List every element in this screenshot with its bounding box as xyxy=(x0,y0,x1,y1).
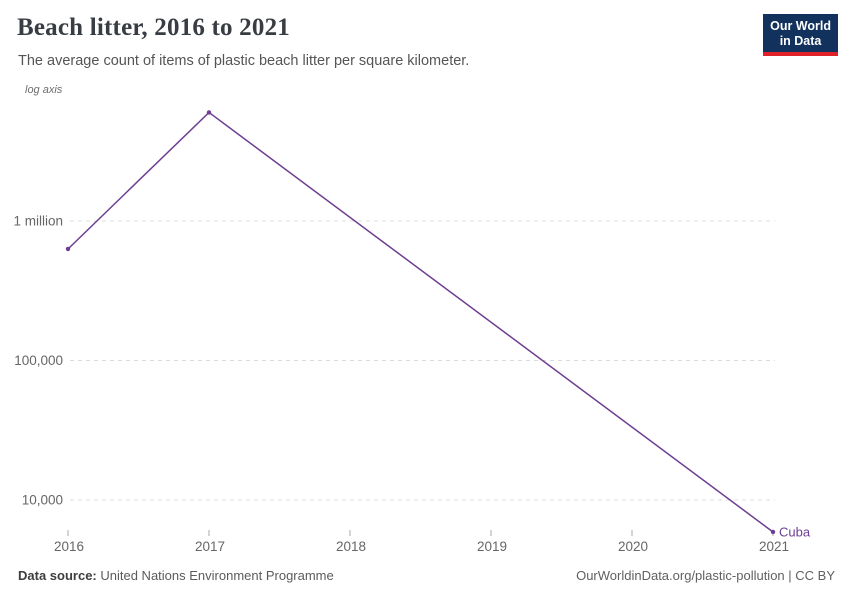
series-line[interactable] xyxy=(67,111,774,533)
owid-logo-line2: in Data xyxy=(779,34,822,48)
data-point[interactable] xyxy=(770,529,776,535)
x-tick-label: 2019 xyxy=(477,539,507,554)
x-tick-label: 2017 xyxy=(195,539,225,554)
data-source-label: Data source: xyxy=(18,568,97,583)
data-point[interactable] xyxy=(65,246,71,252)
series-label[interactable]: Cuba xyxy=(779,524,811,539)
x-tick-label: 2016 xyxy=(54,539,84,554)
x-tick-label: 2020 xyxy=(618,539,648,554)
data-point[interactable] xyxy=(206,110,212,115)
x-tick-label: 2021 xyxy=(759,539,789,554)
log-axis-note: log axis xyxy=(25,84,63,96)
data-source: Data source: United Nations Environment … xyxy=(18,568,334,583)
y-tick-label: 10,000 xyxy=(22,493,63,508)
chart-footer: Data source: United Nations Environment … xyxy=(18,568,835,583)
owid-logo-line1: Our World xyxy=(770,19,831,33)
data-source-value: United Nations Environment Programme xyxy=(96,568,334,583)
credit-link[interactable]: OurWorldinData.org/plastic-pollution | C… xyxy=(576,568,835,583)
x-tick-label: 2018 xyxy=(336,539,366,554)
owid-logo: Our World in Data xyxy=(763,14,838,56)
y-tick-label: 1 million xyxy=(13,214,63,229)
chart-subtitle: The average count of items of plastic be… xyxy=(18,53,470,69)
y-tick-label: 100,000 xyxy=(14,353,63,368)
page-title: Beach litter, 2016 to 2021 xyxy=(17,14,290,41)
